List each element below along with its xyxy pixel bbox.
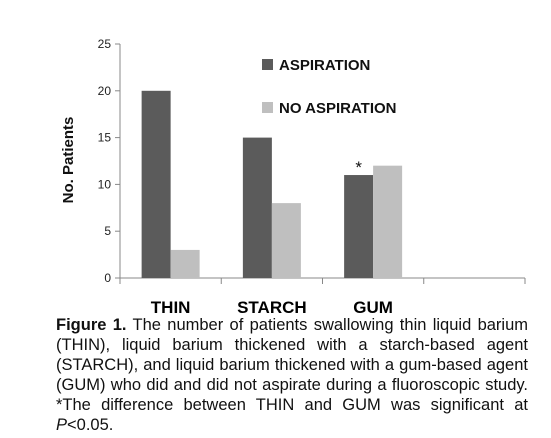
x-category-label: GUM [353,298,393,317]
y-tick-label: 0 [104,271,111,285]
significance-asterisk: * [355,158,362,177]
bar-aspiration-thin [141,90,171,278]
bar-no-aspiration-thin [170,249,200,278]
legend-swatch [262,102,273,113]
legend-label: NO ASPIRATION [279,100,397,117]
bar-aspiration-starch [242,137,272,278]
y-axis: 0 5 10 15 20 25 [98,37,121,285]
x-axis: THIN STARCH GUM [119,277,526,317]
legend: ASPIRATION NO ASPIRATION [262,57,397,117]
caption-p-symbol: P [56,416,68,434]
caption-label: Figure 1. [56,316,127,334]
legend-label: ASPIRATION [279,57,370,74]
caption-text-end: <0.05. [67,416,114,434]
bar-aspiration-gum [344,175,374,278]
annotations: * [355,158,362,177]
y-axis-label: No. Patients [60,117,77,204]
bar-no-aspiration-starch [271,203,301,278]
bars [141,90,403,278]
y-tick-label: 15 [98,131,112,145]
bar-no-aspiration-gum [373,165,403,278]
y-tick-label: 20 [98,84,112,98]
figure-caption: Figure 1. The number of patients swallow… [56,315,528,435]
y-tick-label: 10 [98,177,112,191]
x-category-label: STARCH [237,298,307,317]
legend-swatch [262,59,273,70]
caption-text: The number of patients swallowing thin l… [56,316,529,414]
y-tick-label: 25 [98,37,112,51]
x-category-label: THIN [151,298,191,317]
y-tick-label: 5 [104,224,111,238]
bar-chart: 0 5 10 15 20 25 THIN STARCH GUM ASPIRATION NO AS… [60,37,526,317]
